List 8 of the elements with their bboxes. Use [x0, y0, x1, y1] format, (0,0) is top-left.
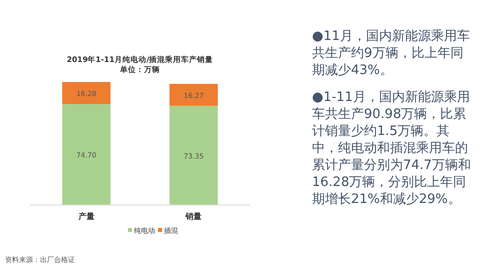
bar	[62, 104, 110, 205]
bar	[170, 106, 218, 205]
x-tick-label: 产量	[77, 212, 94, 221]
text: ●11月，国内新能源乘用车共生产约9万辆，比上年同期减少43%。	[312, 28, 471, 79]
x-tick-label: 销量	[184, 212, 202, 221]
bar	[170, 84, 218, 106]
text: ●1-11月，国内新能源乘用车共生产90.98万辆，比累计销量少约1.5万辆。其中，纯电动和插混乘用车的累计产量分别为74.7万辆和16.28万辆，分别比上年同期增长21%和减少29%。	[312, 89, 472, 208]
bar	[62, 82, 110, 104]
